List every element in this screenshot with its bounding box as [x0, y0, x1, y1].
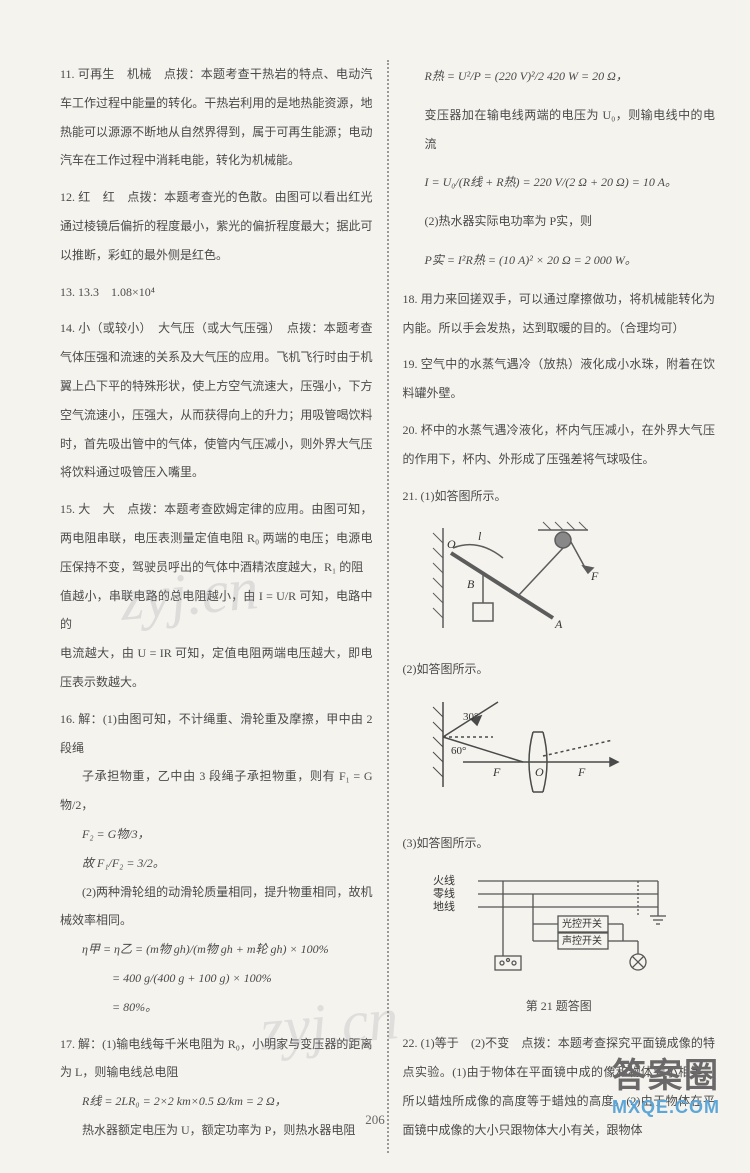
- answer-11: 11. 可再生 机械 点拨：本题考查干热岩的特点、电动汽车工作过程中能量的转化。…: [60, 60, 373, 175]
- formula-current: I = U₀/(R线 + R热) = 220 V/(2 Ω + 20 Ω) = …: [403, 166, 716, 199]
- answer-15-a: 15. 大 大 点拨：本题考查欧姆定律的应用。由图可知，两电阻串联，电压表测量定…: [60, 502, 373, 574]
- answer-17-c: 热水器额定电压为 U，额定功率为 P，则热水器电阻: [60, 1123, 355, 1137]
- answer-13: 13. 13.3 1.08×10⁴: [60, 278, 373, 307]
- label-O2: O: [535, 765, 544, 779]
- answer-12: 12. 红 红 点拨：本题考查光的色散。由图可以看出红光通过棱镜后偏折的程度最小…: [60, 183, 373, 269]
- page-number: 206: [365, 1112, 385, 1128]
- answer-16-e: (2)两种滑轮组的动滑轮质量相同，提升物重相同，故机械效率相同。: [60, 885, 373, 928]
- figure-caption-21: 第 21 题答图: [403, 992, 716, 1021]
- label-30: 30°: [463, 711, 478, 723]
- answer-16: 16. 解：(1)由图可知，不计绳重、滑轮重及摩擦，甲中由 2 段绳 子承担物重…: [60, 705, 373, 1022]
- text-real-power: (2)热水器实际电功率为 P实，则: [403, 207, 716, 236]
- stamp-url: MXQE.COM: [612, 1097, 720, 1118]
- answer-14: 14. 小（或较小） 大气压（或大气压强） 点拨：本题考查气体压强和流速的关系及…: [60, 314, 373, 487]
- diagram-21-3: 火线 零线 地线 光控开关 声控开关: [423, 866, 716, 987]
- column-divider: [387, 60, 389, 1153]
- answer-21-1: 21. (1)如答图所示。: [403, 482, 716, 511]
- answer-18: 18. 用力来回搓双手，可以通过摩擦做功，将机械能转化为内能。所以手会发热，达到…: [403, 285, 716, 343]
- stamp-title: 答案圈: [612, 1048, 720, 1097]
- label-F1: F: [492, 765, 501, 779]
- label-A: A: [554, 617, 563, 631]
- answer-16-g: = 400 g/(400 g + 100 g) × 100%: [60, 969, 272, 987]
- answer-16-c: F₂ = G物/3，: [60, 825, 150, 843]
- label-B: B: [467, 577, 475, 591]
- answer-21-2: (2)如答图所示。: [403, 655, 716, 684]
- answer-16-b: 子承担物重，乙中由 3 段绳子承担物重，则有 F₁ = G物/2，: [60, 769, 373, 812]
- site-stamp: 答案圈 MXQE.COM: [612, 1048, 720, 1118]
- text-transformer: 变压器加在输电线两端的电压为 U₀，则输电线中的电流: [403, 101, 716, 159]
- answer-16-h: = 80%。: [60, 998, 157, 1016]
- answer-15-b: 值越小，串联电路的总电阻越小，由 I = U/R 可知，电路中的: [60, 589, 373, 632]
- label-sound-switch: 声控开关: [562, 934, 602, 947]
- answer-19: 19. 空气中的水蒸气遇冷（放热）液化成小水珠，附着在饮料罐外壁。: [403, 350, 716, 408]
- formula-real-power: P实 = I²R热 = (10 A)² × 20 Ω = 2 000 W。: [403, 244, 716, 277]
- label-F: F: [590, 569, 599, 583]
- formula-r-heat: R热 = U²/P = (220 V)²/2 420 W = 20 Ω，: [403, 60, 716, 93]
- label-F2: F: [577, 765, 586, 779]
- diagram-21-1: O l F B A: [423, 518, 716, 649]
- answer-20: 20. 杯中的水蒸气遇冷液化，杯内气压减小，在外界大气压的作用下，杯内、外形成了…: [403, 416, 716, 474]
- answer-16-d: 故 F₁/F₂ = 3/2。: [60, 854, 165, 872]
- label-O: O: [447, 537, 456, 551]
- label-60: 60°: [451, 745, 466, 757]
- diagram-21-2: 30° 60° F O F: [423, 692, 716, 823]
- answer-16-f: η甲 = η乙 = (m物 gh)/(m物 gh + m轮 gh) × 100%: [60, 940, 329, 958]
- answer-15-c: 电流越大，由 U = IR 可知，定值电阻两端电压越大，即电压表示数越大。: [60, 646, 373, 689]
- answer-17: 17. 解：(1)输电线每千米电阻为 R₀，小明家与变压器的距离为 L，则输电线…: [60, 1030, 373, 1145]
- label-neutral: 零线: [433, 886, 455, 900]
- answer-17-b: R线 = 2LR₀ = 2×2 km×0.5 Ω/km = 2 Ω，: [60, 1092, 287, 1110]
- label-l: l: [478, 529, 482, 543]
- answer-21-3: (3)如答图所示。: [403, 829, 716, 858]
- label-light-switch: 光控开关: [562, 917, 602, 930]
- answer-16-a: 16. 解：(1)由图可知，不计绳重、滑轮重及摩擦，甲中由 2 段绳: [60, 712, 373, 755]
- label-live: 火线: [433, 873, 455, 887]
- answer-17-a: 17. 解：(1)输电线每千米电阻为 R₀，小明家与变压器的距离为 L，则输电线…: [60, 1037, 373, 1080]
- answer-15: 15. 大 大 点拨：本题考查欧姆定律的应用。由图可知，两电阻串联，电压表测量定…: [60, 495, 373, 697]
- label-ground: 地线: [433, 899, 455, 913]
